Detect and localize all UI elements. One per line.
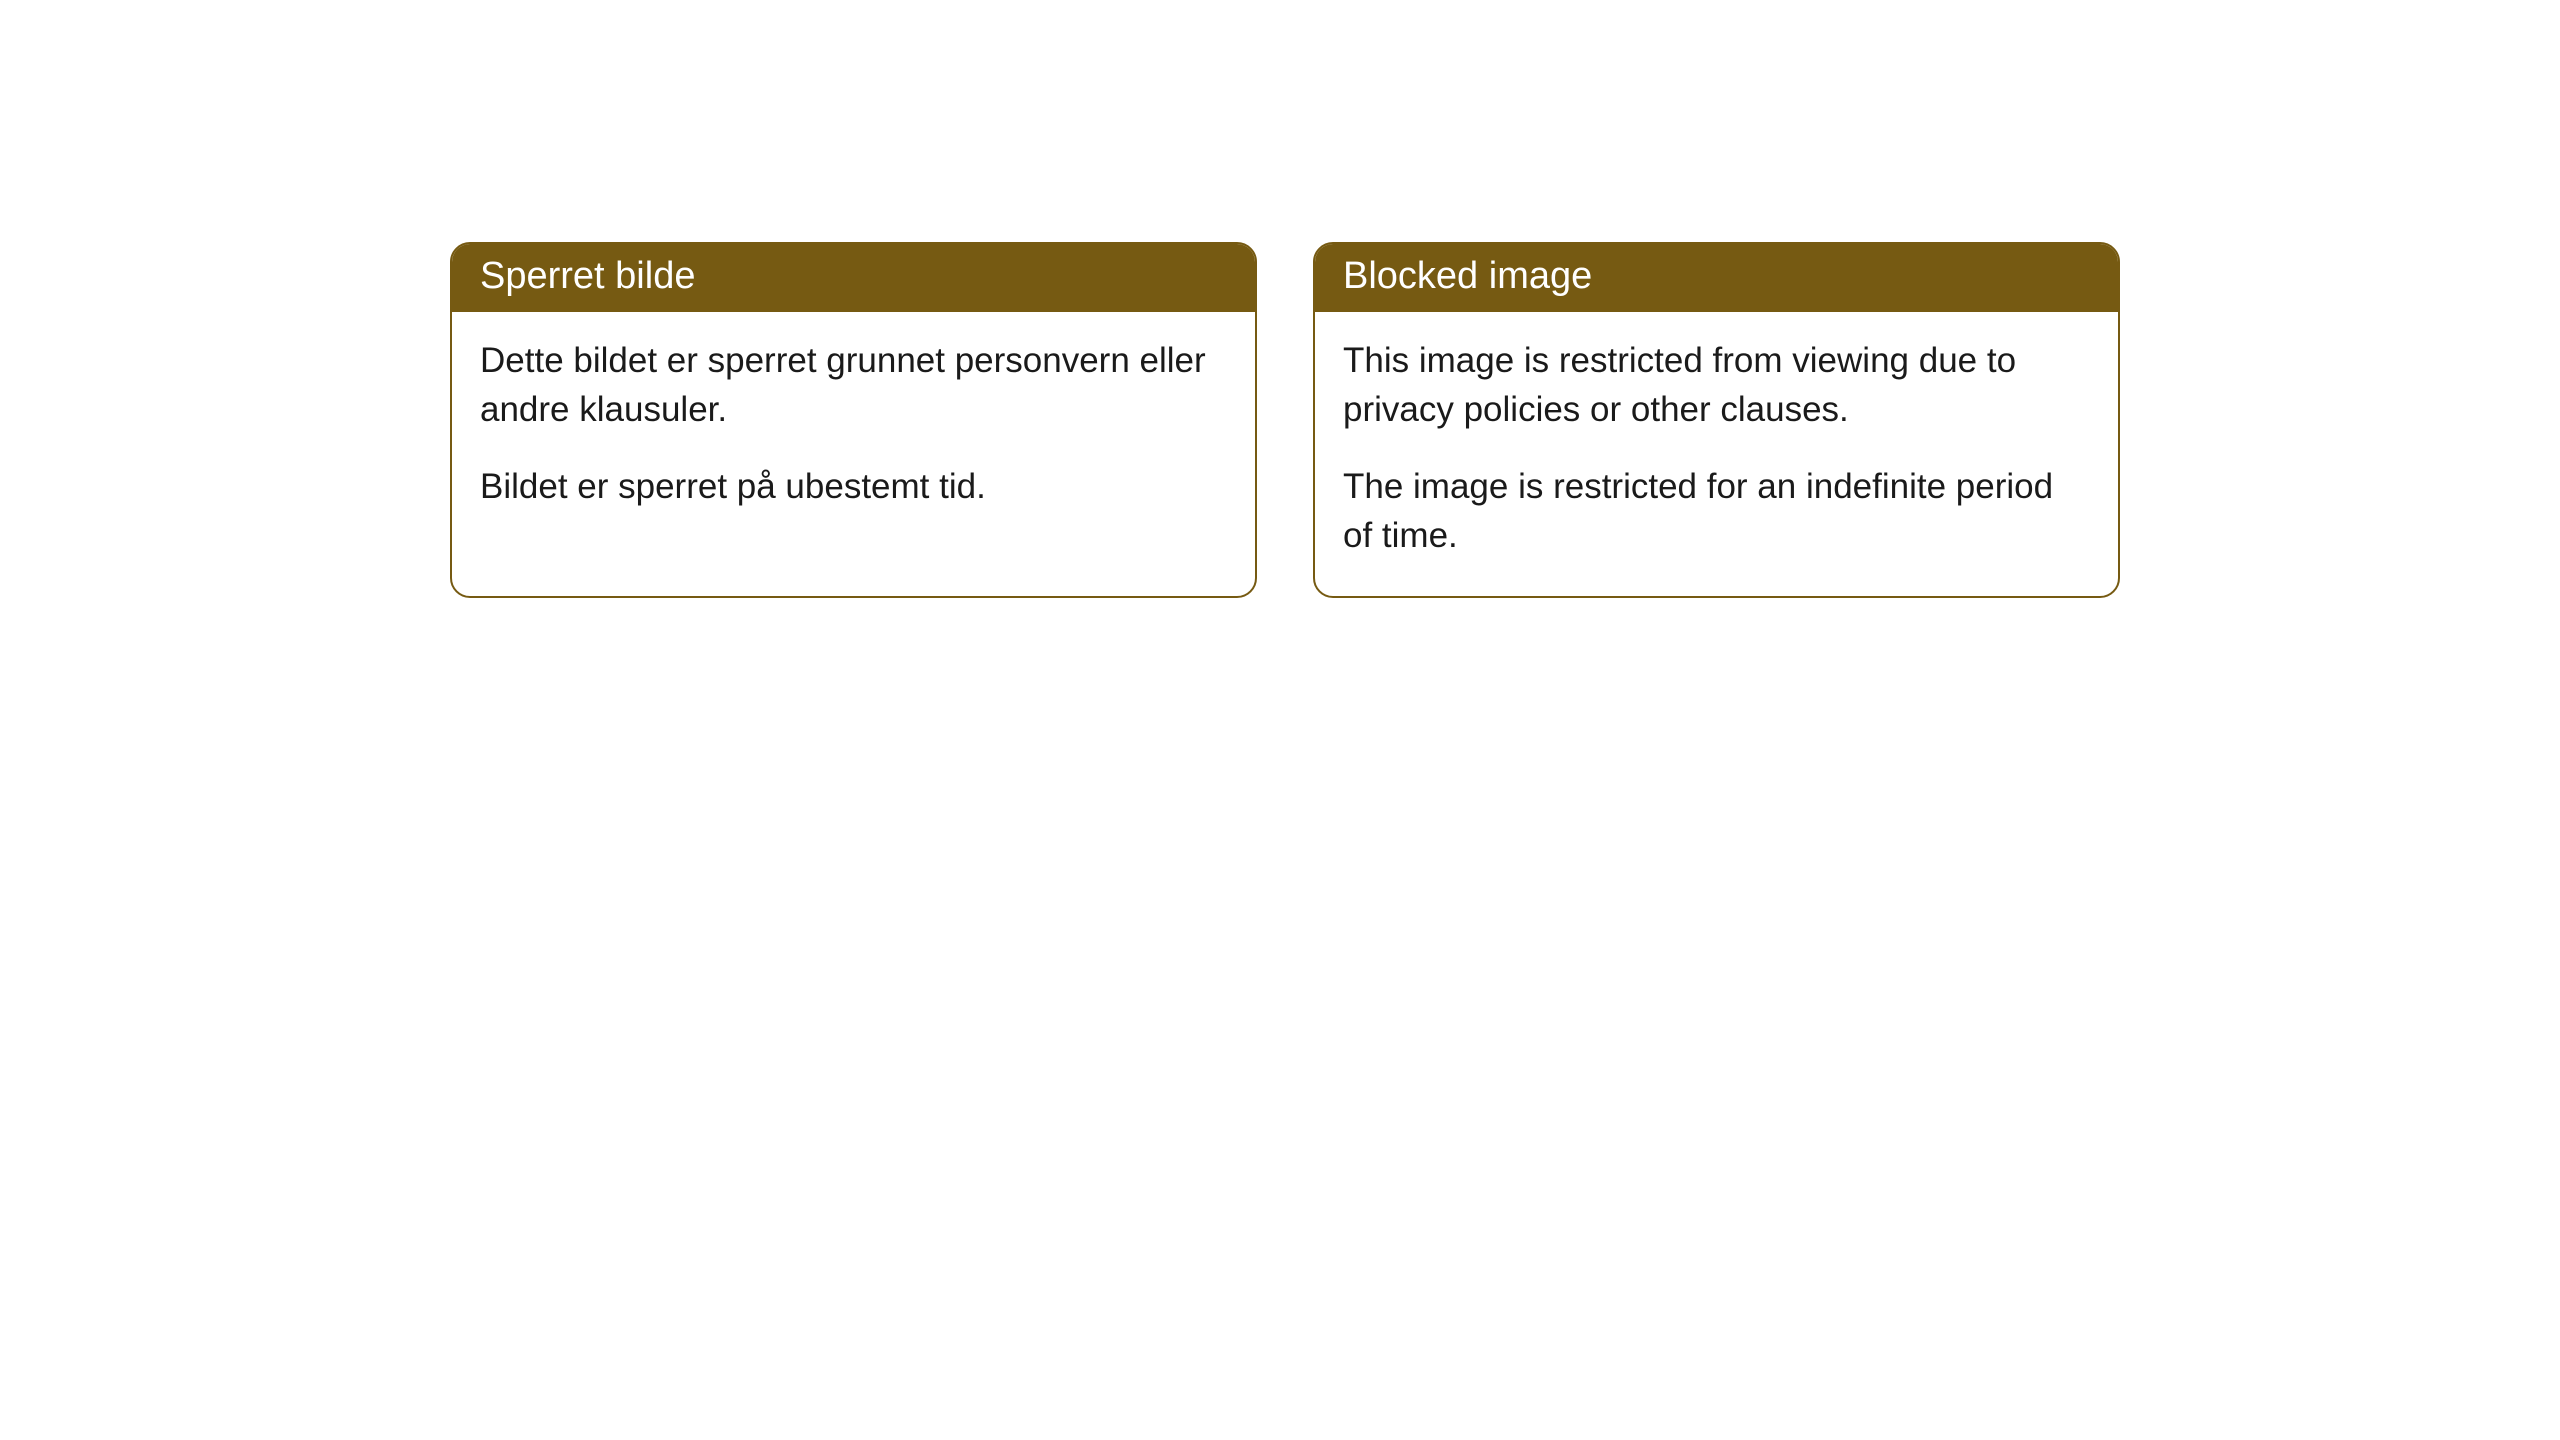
paragraph-1-english: This image is restricted from viewing du… <box>1343 336 2090 434</box>
paragraph-1-norwegian: Dette bildet er sperret grunnet personve… <box>480 336 1227 434</box>
paragraph-2-norwegian: Bildet er sperret på ubestemt tid. <box>480 462 1227 511</box>
card-header-english: Blocked image <box>1315 244 2118 312</box>
paragraph-2-english: The image is restricted for an indefinit… <box>1343 462 2090 560</box>
card-body-norwegian: Dette bildet er sperret grunnet personve… <box>452 312 1255 547</box>
notice-cards-container: Sperret bilde Dette bildet er sperret gr… <box>0 0 2560 598</box>
card-body-english: This image is restricted from viewing du… <box>1315 312 2118 596</box>
card-header-norwegian: Sperret bilde <box>452 244 1255 312</box>
blocked-image-card-english: Blocked image This image is restricted f… <box>1313 242 2120 598</box>
blocked-image-card-norwegian: Sperret bilde Dette bildet er sperret gr… <box>450 242 1257 598</box>
